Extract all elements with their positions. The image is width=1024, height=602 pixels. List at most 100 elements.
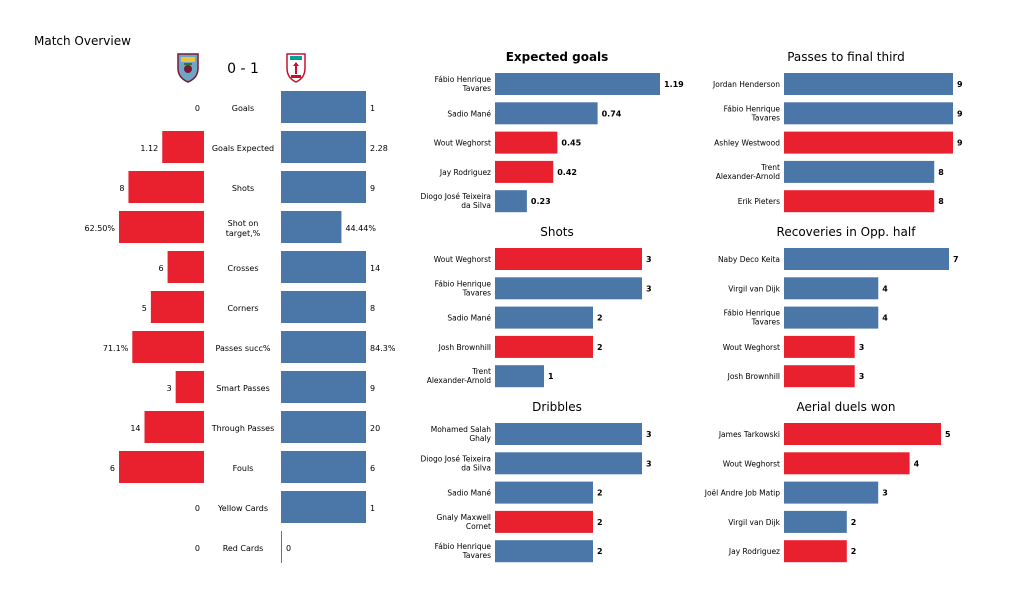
player-name-label: Jordan Henderson: [712, 80, 780, 89]
value-label: 0.74: [602, 109, 622, 118]
category-label: Through Passes: [211, 424, 275, 433]
player-name-label: Jay Rodriguez: [439, 168, 491, 177]
player-bar: [784, 131, 953, 154]
home-bar: [162, 131, 204, 163]
value-label: 3: [646, 430, 652, 439]
player-bar: [495, 510, 593, 533]
away-value-label: 44.44%: [345, 224, 376, 233]
value-label: 2: [597, 314, 603, 323]
player-bar: [784, 160, 935, 183]
player-bar: [784, 452, 910, 475]
home-bar: [167, 251, 204, 283]
player-bar: [784, 190, 935, 213]
player-name-label: James Tarkowski: [718, 430, 780, 439]
home-bar: [150, 291, 204, 323]
away-bar: [281, 371, 366, 403]
burnley-crest-icon: [177, 53, 199, 83]
player-bar: [495, 190, 527, 213]
player-bar: [495, 102, 598, 125]
liverpool-crest-icon: [286, 53, 306, 83]
player-bar: [784, 102, 953, 125]
value-label: 8: [938, 168, 944, 177]
away-value-label: 0: [286, 544, 291, 553]
category-label: Goals: [232, 104, 254, 113]
value-label: 8: [938, 197, 944, 206]
player-bar-panel: Expected goals Fábio Henrique Tavares 1.19 S…: [421, 50, 684, 213]
away-bar: [281, 451, 366, 483]
value-label: 9: [957, 80, 963, 89]
player-bar: [784, 510, 847, 533]
value-label: 0.42: [557, 168, 577, 177]
player-bar: [495, 248, 642, 270]
player-name-label: Diogo José Teixeira da Silva: [421, 192, 491, 210]
panel-title: Aerial duels won: [797, 400, 896, 414]
player-name-label: Sadio Mané: [447, 109, 491, 118]
value-label: 1.19: [664, 80, 684, 89]
player-name-label: Joël Andre Job Matip: [704, 489, 780, 498]
home-value-label: 3: [167, 384, 172, 393]
value-label: 7: [953, 255, 959, 264]
panel-title: Passes to final third: [787, 50, 905, 64]
player-name-label: Sadio Mané: [447, 489, 491, 498]
away-bar: [281, 251, 366, 283]
player-name-label: Josh Brownhill: [438, 343, 491, 352]
player-bar: [784, 540, 847, 563]
away-bar: [281, 291, 366, 323]
away-bar: [281, 491, 366, 523]
away-value-label: 9: [370, 384, 375, 393]
away-bar: [281, 211, 342, 243]
away-value-label: 1: [370, 104, 375, 113]
category-label: Smart Passes: [216, 384, 270, 393]
player-bar: [784, 277, 879, 300]
value-label: 2: [597, 489, 603, 498]
player-name-label: Fábio Henrique Tavares: [435, 542, 492, 560]
player-bar: [495, 73, 660, 95]
away-value-label: 14: [370, 264, 380, 273]
player-name-label: Wout Weghorst: [434, 255, 491, 264]
player-bar-panel: Dribbles Mohamed Salah Ghaly 3 Diogo José Te…: [421, 400, 652, 563]
value-label: 5: [945, 430, 951, 439]
player-name-label: Diogo José Teixeira da Silva: [421, 454, 491, 472]
player-name-label: Fábio Henrique Tavares: [435, 75, 492, 93]
player-bar: [784, 481, 879, 504]
category-label: Red Cards: [223, 544, 264, 553]
value-label: 3: [646, 255, 652, 264]
home-value-label: 0: [195, 504, 200, 513]
value-label: 3: [882, 489, 888, 498]
panel-title: Dribbles: [532, 400, 582, 414]
category-label: Shot on target,%: [226, 219, 261, 238]
value-label: 2: [851, 547, 857, 556]
value-label: 0.45: [561, 139, 581, 148]
home-value-label: 0: [195, 104, 200, 113]
home-value-label: 62.50%: [84, 224, 115, 233]
value-label: 4: [882, 284, 888, 293]
player-bar-panel: Recoveries in Opp. half Naby Deco Keita 7 V…: [718, 225, 959, 388]
player-bar: [784, 365, 855, 388]
player-bar-panel: Aerial duels won James Tarkowski 5 Wout Weg…: [704, 400, 951, 563]
player-bar: [784, 73, 953, 95]
home-bar: [132, 331, 204, 363]
category-label: Fouls: [233, 464, 254, 473]
away-bar: [281, 171, 366, 203]
player-bar-panel: Passes to final third Jordan Henderson 9 Fá…: [712, 50, 963, 213]
player-name-label: Fábio Henrique Tavares: [724, 104, 781, 122]
player-name-label: Sadio Mané: [447, 314, 491, 323]
player-name-label: Wout Weghorst: [723, 343, 780, 352]
player-name-label: Josh Brownhill: [727, 372, 780, 381]
home-value-label: 5: [142, 304, 147, 313]
home-value-label: 6: [110, 464, 115, 473]
player-name-label: Naby Deco Keita: [718, 255, 780, 264]
player-bar: [495, 277, 642, 300]
player-name-label: Erik Pieters: [738, 197, 780, 206]
home-bar: [175, 371, 204, 403]
value-label: 3: [859, 343, 865, 352]
panel-title: Shots: [540, 225, 574, 239]
away-value-label: 20: [370, 424, 380, 433]
value-label: 2: [597, 547, 603, 556]
away-value-label: 9: [370, 184, 375, 193]
value-label: 2: [597, 518, 603, 527]
home-bar: [119, 451, 204, 483]
player-name-label: Virgil van Dijk: [728, 284, 780, 293]
panel-title: Recoveries in Opp. half: [777, 225, 917, 239]
player-bar: [495, 481, 593, 504]
